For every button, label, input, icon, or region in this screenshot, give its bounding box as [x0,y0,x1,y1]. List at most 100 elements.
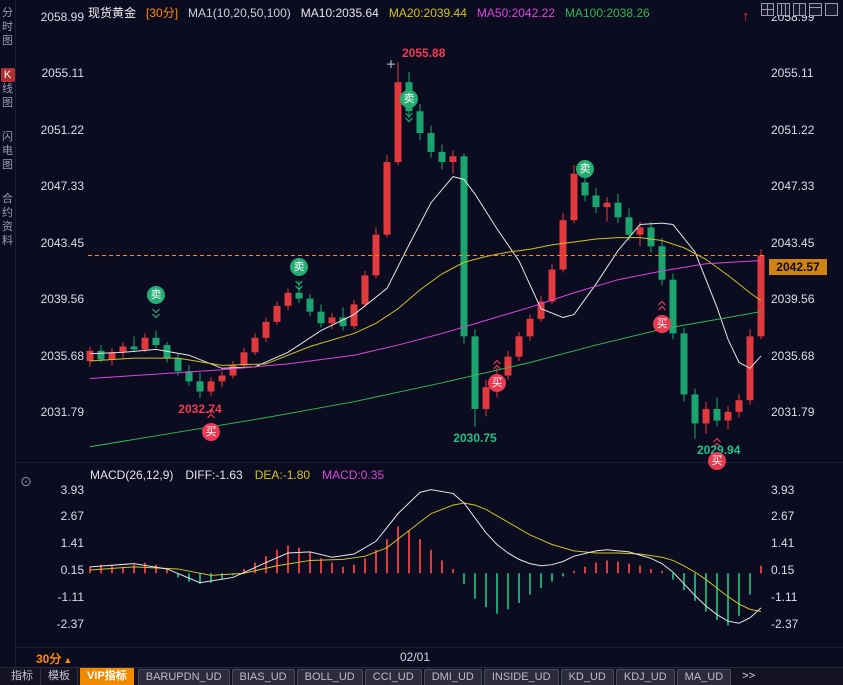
tab-指标[interactable]: 指标 [4,668,41,685]
macd-lines [89,489,762,624]
candle [427,125,435,158]
macd-histogram [89,526,762,626]
chevron-down-icon [405,117,413,123]
tab-cci_ud[interactable]: CCI_UD [364,669,422,685]
chevron-down-icon [295,285,303,291]
candle [647,221,655,253]
candle [339,307,347,331]
candle [317,304,325,328]
layout-grid9-icon[interactable] [777,3,790,16]
tab->>[interactable]: >> [742,670,756,682]
candle [163,342,171,363]
chevron-up-icon [713,442,721,448]
chevron-down-icon [581,182,589,188]
tab-vip指标[interactable]: VIP指标 [80,668,134,685]
ma-value-label: MA10:2035.64 [300,5,379,20]
candle [482,379,490,417]
macd-params-label: MACD(26,12,9) [90,468,174,482]
macd-diff-line [89,489,762,624]
chevron-up-icon [713,437,721,443]
sidebar-tab-char: 料 [2,235,13,247]
scroll-latest-icon[interactable]: ↑ [742,8,750,25]
sidebar-tab-char: 电 [2,145,13,157]
candle [713,397,721,427]
chart-header: 现货黄金 [30分] MA1(10,20,50,100) MA10:2035.6… [88,4,700,21]
candle [592,188,600,213]
ma-settings-label: MA1(10,20,50,100) [188,5,291,20]
candle [141,333,149,353]
candle [438,144,446,170]
tab-inside_ud[interactable]: INSIDE_UD [483,669,559,685]
layout-vsplit-icon[interactable] [793,3,806,16]
candle [119,342,127,359]
tab-模板[interactable]: 模板 [41,668,78,685]
candle [559,212,567,273]
sidebar-tab-char: 时 [2,21,13,33]
ma-values: MA10:2035.64 MA20:2039.44 MA50:2042.22 MA10… [301,6,650,20]
candle [493,368,501,398]
ma-line-ma50 [89,260,762,379]
candle [383,154,391,238]
candle [471,329,479,428]
ma-value-label: MA20:2039.44 [388,5,467,20]
candle [262,317,270,343]
candle [86,346,94,367]
sidebar-tab-char: 闪 [2,131,13,143]
candle [669,273,677,340]
sidebar-tab-char: 合 [2,193,13,205]
candle [306,294,314,317]
period-label: 30分 [36,652,62,666]
layout-hsplit-icon[interactable] [809,3,822,16]
candle [405,72,413,119]
candle [735,394,743,418]
candle [614,194,622,224]
tab-ma_ud[interactable]: MA_UD [676,669,732,685]
candle [273,301,281,325]
chevron-up-icon [207,408,215,414]
sidebar-tab-4[interactable]: 合约资料 [1,192,15,248]
tab-boll_ud[interactable]: BOLL_UD [296,669,363,685]
ma-value-label: MA100:2038.26 [564,5,650,20]
layout-grid4-icon[interactable] [761,3,774,16]
candle [185,365,193,386]
chevron-down-icon [152,313,160,319]
sidebar-tab-char: 图 [2,159,13,171]
tab-bias_ud[interactable]: BIAS_UD [231,669,295,685]
candle [130,336,138,353]
pane-settings-icon[interactable]: ⊙ [20,473,32,489]
tab-barupdn_ud[interactable]: BARUPDN_UD [137,669,230,685]
candle [625,208,633,241]
candle [702,401,710,434]
sidebar-tab-char: 约 [2,207,13,219]
candle [658,237,666,286]
chevron-down-icon [295,280,303,286]
candle [515,331,523,362]
tab-kd_ud[interactable]: KD_UD [560,669,614,685]
sidebar-tab-char: 资 [2,221,13,233]
pane-divider [16,462,843,463]
candle [174,353,182,376]
candle [152,330,160,348]
candle [449,150,457,174]
chevron-down-icon [152,308,160,314]
candle [570,164,578,224]
layout-single-icon[interactable] [825,3,838,16]
tab-kdj_ud[interactable]: KDJ_UD [615,669,675,685]
ma-value-label: MA50:2042.22 [476,5,555,20]
peak-cross-marker [387,60,395,69]
period-selector[interactable]: 30分 ▲ [36,650,72,667]
candle [636,221,644,247]
indicator-tabbar: 指标 模板 VIP指标 BARUPDN_UD BIAS_UD BOLL_UD CCI_UD D… [0,667,843,685]
candle [328,313,336,330]
macd-diff-label: DIFF:-1.63 [185,468,243,482]
sidebar-tab-1[interactable]: 分时图 [1,6,15,48]
tab-dmi_ud[interactable]: DMI_UD [423,669,482,685]
candles-layer [86,62,765,439]
sidebar-tab-char: K [0,68,15,82]
sidebar-tab-3[interactable]: 闪电图 [1,130,15,172]
candle [361,270,369,308]
